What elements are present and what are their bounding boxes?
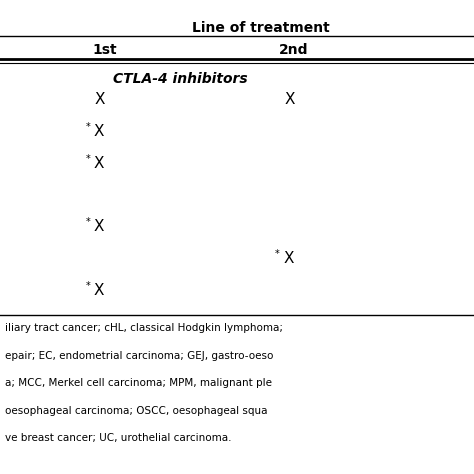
Text: oesophageal carcinoma; OSCC, oesophageal squa: oesophageal carcinoma; OSCC, oesophageal…: [5, 406, 267, 416]
Text: *: *: [85, 281, 90, 291]
Text: *: *: [85, 217, 90, 227]
Text: X: X: [284, 92, 295, 108]
Text: X: X: [94, 156, 104, 171]
Text: Line of treatment: Line of treatment: [192, 21, 329, 36]
Text: X: X: [94, 124, 104, 139]
Text: X: X: [95, 92, 105, 108]
Text: CTLA-4 inhibitors: CTLA-4 inhibitors: [113, 72, 247, 86]
Text: iliary tract cancer; cHL, classical Hodgkin lymphoma;: iliary tract cancer; cHL, classical Hodg…: [5, 323, 283, 333]
Text: a; MCC, Merkel cell carcinoma; MPM, malignant ple: a; MCC, Merkel cell carcinoma; MPM, mali…: [5, 378, 272, 388]
Text: *: *: [275, 249, 280, 259]
Text: 1st: 1st: [92, 43, 117, 57]
Text: epair; EC, endometrial carcinoma; GEJ, gastro-oeso: epair; EC, endometrial carcinoma; GEJ, g…: [5, 351, 273, 361]
Text: X: X: [94, 283, 104, 298]
Text: 2nd: 2nd: [279, 43, 309, 57]
Text: X: X: [94, 219, 104, 235]
Text: X: X: [283, 251, 294, 266]
Text: *: *: [85, 154, 90, 164]
Text: *: *: [85, 122, 90, 132]
Text: ve breast cancer; UC, urothelial carcinoma.: ve breast cancer; UC, urothelial carcino…: [5, 433, 231, 443]
